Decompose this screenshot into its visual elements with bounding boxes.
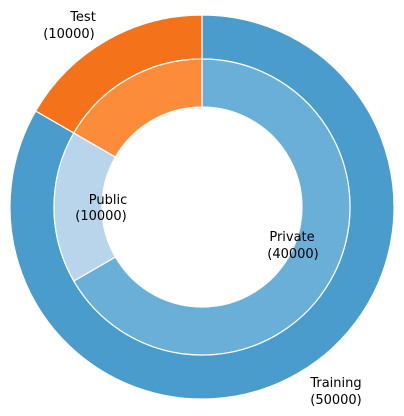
slice-private [73, 58, 351, 356]
value-training: (50000) [310, 393, 362, 408]
value-public: (10000) [75, 209, 127, 224]
slice-test-inner [73, 58, 203, 158]
label-test: Test [69, 10, 96, 25]
label-training: Training [309, 376, 361, 391]
value-test: (10000) [43, 27, 95, 42]
label-private: Private [269, 230, 314, 245]
inner-ring [53, 58, 351, 356]
value-private: (40000) [267, 247, 319, 262]
slice-public [53, 132, 117, 282]
label-public: Public [89, 193, 127, 208]
